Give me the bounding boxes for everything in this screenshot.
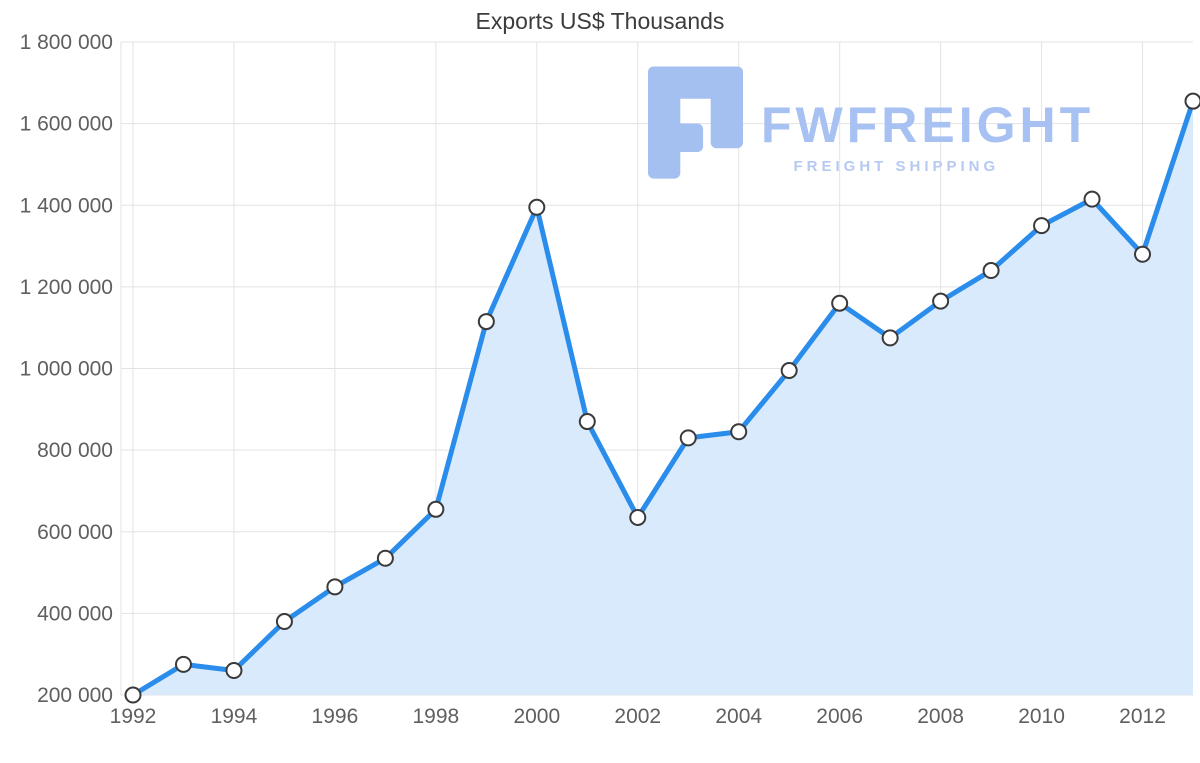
x-tick-label: 2012 bbox=[1119, 705, 1166, 728]
y-tick-label: 1 200 000 bbox=[20, 276, 113, 299]
data-point-1992[interactable] bbox=[124, 686, 142, 704]
y-tick-label: 800 000 bbox=[37, 439, 113, 462]
x-tick-label: 2010 bbox=[1018, 705, 1065, 728]
x-tick-label: 1992 bbox=[110, 705, 157, 728]
data-point-2005[interactable] bbox=[780, 362, 798, 380]
data-point-2013[interactable] bbox=[1184, 92, 1200, 110]
data-point-2001[interactable] bbox=[578, 413, 596, 431]
data-point-2003[interactable] bbox=[679, 429, 697, 447]
y-tick-label: 1 600 000 bbox=[20, 113, 113, 136]
data-point-1996[interactable] bbox=[326, 578, 344, 596]
data-point-1998[interactable] bbox=[427, 500, 445, 518]
data-point-2010[interactable] bbox=[1033, 217, 1051, 235]
data-point-2009[interactable] bbox=[982, 262, 1000, 280]
y-tick-label: 1 000 000 bbox=[20, 358, 113, 381]
y-tick-label: 200 000 bbox=[37, 684, 113, 707]
y-tick-label: 600 000 bbox=[37, 521, 113, 544]
data-point-2007[interactable] bbox=[881, 329, 899, 347]
data-point-2012[interactable] bbox=[1134, 245, 1152, 263]
data-point-2000[interactable] bbox=[528, 198, 546, 216]
y-tick-label: 400 000 bbox=[37, 602, 113, 625]
data-point-2006[interactable] bbox=[831, 294, 849, 312]
line-path bbox=[130, 98, 1196, 698]
area-fill bbox=[133, 101, 1193, 696]
x-tick-label: 1998 bbox=[412, 705, 459, 728]
data-point-1995[interactable] bbox=[275, 613, 293, 631]
data-point-1999[interactable] bbox=[477, 313, 495, 331]
y-tick-label: 1 400 000 bbox=[20, 194, 113, 217]
data-point-1993[interactable] bbox=[174, 655, 192, 673]
data-point-2002[interactable] bbox=[629, 508, 647, 526]
data-point-1997[interactable] bbox=[376, 549, 394, 567]
x-tick-label: 1996 bbox=[312, 705, 359, 728]
data-point-2011[interactable] bbox=[1083, 190, 1101, 208]
x-tick-label: 2002 bbox=[614, 705, 661, 728]
x-tick-label: 2008 bbox=[917, 705, 964, 728]
x-tick-label: 1994 bbox=[211, 705, 258, 728]
data-point-2008[interactable] bbox=[932, 292, 950, 310]
x-tick-label: 2006 bbox=[816, 705, 863, 728]
x-tick-label: 2004 bbox=[715, 705, 762, 728]
data-point-1994[interactable] bbox=[225, 662, 243, 680]
y-tick-label: 1 800 000 bbox=[20, 31, 113, 54]
x-tick-label: 2000 bbox=[513, 705, 560, 728]
data-point-2004[interactable] bbox=[730, 423, 748, 441]
chart-title: Exports US$ Thousands bbox=[475, 8, 725, 34]
